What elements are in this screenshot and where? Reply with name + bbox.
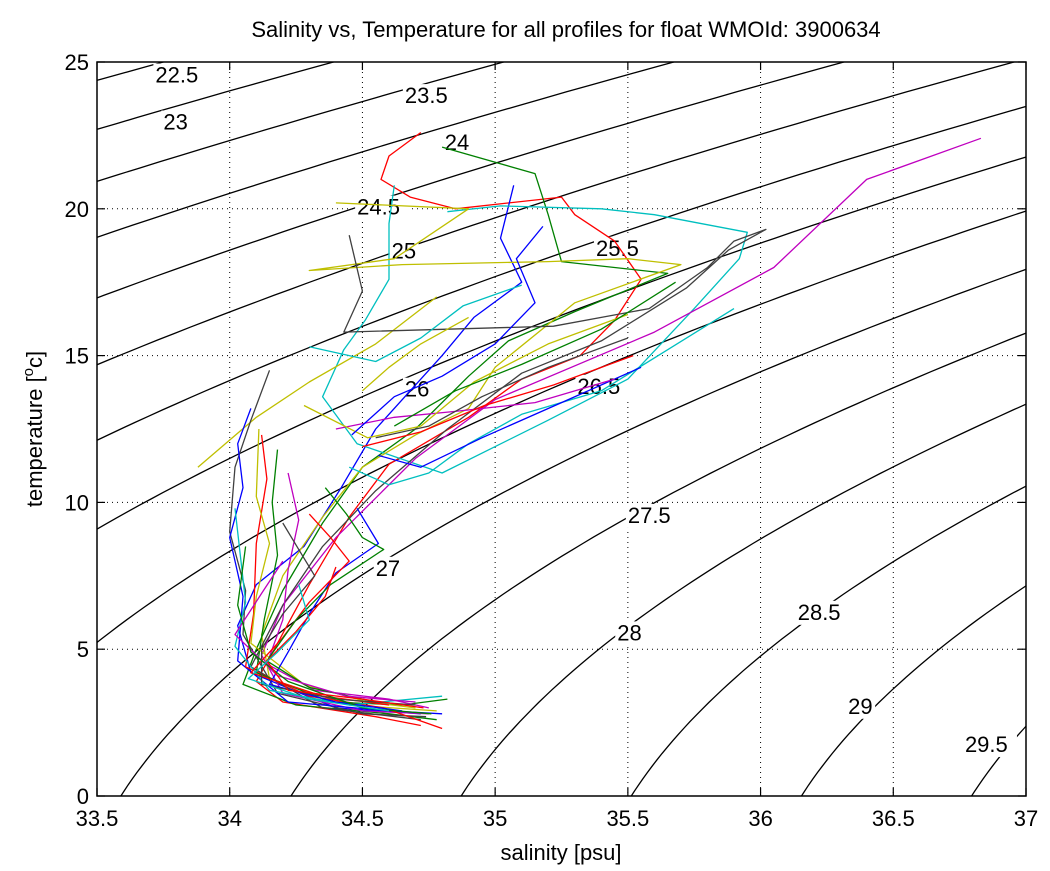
y-axis-label-post: c] [22, 351, 47, 368]
profile-line [348, 308, 735, 486]
x-tick-labels: 33.5 34 34.5 35 35.5 36 36.5 37 [76, 806, 1039, 831]
profile-line [361, 316, 469, 392]
profile-line [362, 354, 634, 448]
contour-label-background [594, 236, 649, 261]
contour-label-background [625, 503, 680, 528]
profile-line [266, 472, 429, 709]
contour-label-background [962, 732, 1017, 757]
contour-label-background [355, 195, 410, 220]
density-contour-line [460, 403, 1026, 796]
y-axis-label-sup: o [20, 368, 37, 376]
y-tick-labels: 0 5 10 15 20 25 [65, 50, 89, 809]
axis-ticks [96, 61, 1027, 797]
contour-label: 29 [848, 694, 872, 719]
y-tick-label: 15 [65, 344, 89, 369]
x-tick-label: 36 [748, 806, 772, 831]
profile-line [234, 560, 416, 703]
profile-line [266, 487, 385, 703]
contour-label-background [795, 600, 850, 625]
plot-frame [96, 61, 1027, 797]
density-contour-line [120, 268, 1026, 796]
y-tick-label: 0 [77, 784, 89, 809]
contour-label-background [402, 377, 432, 402]
profile-line [260, 522, 416, 706]
density-contour-line [97, 156, 1026, 530]
contour-label-background [153, 63, 208, 88]
contour-label-background [615, 621, 645, 646]
profile-line [375, 337, 629, 439]
contour-label: 25.5 [596, 236, 639, 261]
y-tick-label: 10 [65, 490, 89, 515]
contour-label: 23 [163, 110, 187, 135]
x-tick-label: 35 [483, 806, 507, 831]
contour-label: 22.5 [155, 63, 198, 88]
y-axis-label: temperature [oc] [20, 351, 47, 507]
contour-label: 26 [405, 377, 429, 402]
contour-label: 28.5 [798, 600, 841, 625]
contour-label: 25 [392, 239, 416, 264]
x-tick-label: 34.5 [341, 806, 384, 831]
x-tick-label: 36.5 [872, 806, 915, 831]
profile-line [247, 584, 390, 712]
profile-line [303, 313, 629, 439]
density-contour-line [97, 62, 506, 183]
density-contour-line [800, 585, 1026, 796]
profile-line [197, 296, 438, 468]
profiles [197, 131, 982, 730]
contour-label: 24.5 [357, 195, 400, 220]
x-axis-label: salinity [psu] [500, 840, 621, 865]
y-axis-label-pre: temperature [ [22, 376, 47, 507]
contour-label-background [373, 556, 403, 581]
profile-line [260, 137, 982, 715]
profile-line [393, 281, 676, 427]
contour-label: 27 [376, 556, 400, 581]
profile-line [250, 228, 767, 721]
contour-label: 29.5 [965, 732, 1008, 757]
density-contour-line [97, 105, 1026, 441]
profile-line [351, 225, 544, 436]
density-contour-line [290, 332, 1026, 796]
chart-title: Salinity vs, Temperature for all profile… [251, 17, 880, 42]
x-tick-label: 33.5 [76, 806, 119, 831]
profile-line [321, 185, 748, 474]
contour-label: 23.5 [405, 83, 448, 108]
density-contour-line [97, 62, 1017, 366]
profile-line [309, 284, 522, 363]
x-tick-label: 35.5 [606, 806, 649, 831]
profile-line [378, 366, 642, 468]
y-tick-label: 25 [65, 50, 89, 75]
contour-label: 28 [617, 620, 641, 645]
profile-line [229, 370, 427, 718]
density-contour-line [97, 62, 847, 299]
x-tick-label: 37 [1014, 806, 1038, 831]
contour-label-background [402, 84, 457, 109]
density-contour-line [97, 62, 677, 238]
density-contours [97, 62, 1026, 796]
density-contour-line [630, 485, 1026, 796]
profile-line [244, 434, 443, 730]
y-tick-label: 5 [77, 637, 89, 662]
contour-label: 27.5 [628, 503, 671, 528]
y-tick-label: 20 [65, 197, 89, 222]
contour-label-background [161, 110, 191, 135]
profile-line [229, 408, 443, 715]
profile-line [268, 507, 403, 712]
contour-label-background [846, 694, 876, 719]
x-tick-label: 34 [217, 806, 241, 831]
density-contour-line [97, 210, 1026, 644]
